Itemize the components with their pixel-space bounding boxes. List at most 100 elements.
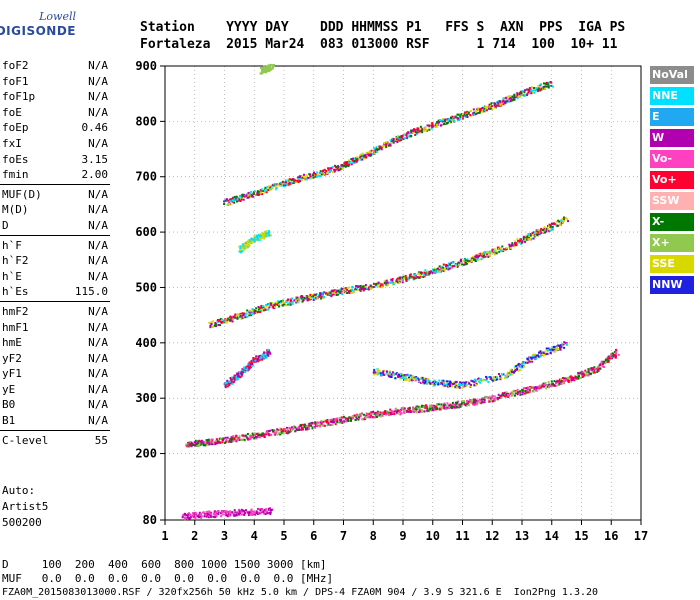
echo-point <box>607 360 610 363</box>
echo-point <box>237 377 239 380</box>
echo-point <box>573 379 576 382</box>
echo-point <box>281 304 284 307</box>
echo-point <box>591 370 594 373</box>
echo-point <box>350 292 353 294</box>
echo-point <box>352 291 355 294</box>
echo-point <box>314 296 317 298</box>
echo-point <box>543 85 546 88</box>
echo-point <box>484 105 487 108</box>
echo-point <box>224 384 227 387</box>
echo-point <box>577 371 580 374</box>
echo-point <box>389 411 392 414</box>
echo-point <box>268 306 271 309</box>
echo-point <box>187 442 189 445</box>
echo-point <box>210 323 213 326</box>
echo-point <box>266 234 269 237</box>
echo-point <box>342 421 345 424</box>
echo-point <box>559 380 562 383</box>
echo-point <box>203 441 206 444</box>
footer-distance: D 100 200 400 600 800 1000 1500 3000 [km… <box>2 558 327 571</box>
echo-point <box>303 425 306 428</box>
echo-point <box>379 411 382 414</box>
echo-point <box>250 241 253 244</box>
echo-point <box>379 415 382 418</box>
echo-point <box>398 281 401 284</box>
echo-point <box>226 385 229 388</box>
echo-point <box>379 372 382 375</box>
echo-point <box>470 260 473 263</box>
echo-point <box>461 113 464 115</box>
echo-point <box>538 232 541 235</box>
echo-point <box>291 303 294 305</box>
echo-point <box>480 378 482 381</box>
echo-point <box>300 297 303 300</box>
echo-point <box>519 393 522 396</box>
echo-point <box>233 378 236 381</box>
echo-point <box>254 432 257 435</box>
echo-point <box>577 377 580 380</box>
echo-point <box>376 150 378 153</box>
echo-point <box>336 417 339 420</box>
echo-point <box>470 401 473 404</box>
echo-point <box>465 261 467 264</box>
echo-point <box>396 411 398 414</box>
echo-point <box>301 175 304 178</box>
echo-point <box>321 294 324 297</box>
echo-point <box>314 173 317 176</box>
echo-point <box>404 379 406 381</box>
echo-point <box>539 355 542 358</box>
echo-point <box>239 200 242 202</box>
echo-point <box>267 234 270 237</box>
echo-point <box>314 421 317 424</box>
echo-point <box>476 257 479 260</box>
echo-point <box>439 381 442 384</box>
echo-point <box>281 431 284 434</box>
echo-point <box>551 225 554 228</box>
echo-point <box>414 134 417 136</box>
echo-point <box>389 139 392 142</box>
echo-point <box>513 366 516 369</box>
echo-point <box>442 266 445 269</box>
echo-point <box>327 293 329 296</box>
echo-point <box>392 141 395 144</box>
echo-point <box>528 235 531 238</box>
echo-point <box>350 418 353 420</box>
echo-point <box>298 176 301 179</box>
echo-point <box>343 162 346 165</box>
echo-point <box>508 98 511 101</box>
echo-point <box>458 263 461 266</box>
echo-point <box>434 408 437 411</box>
echo-point <box>355 289 358 292</box>
echo-point <box>351 161 354 164</box>
echo-point <box>185 514 188 516</box>
x-tick-label: 17 <box>634 529 648 543</box>
echo-point <box>478 379 481 381</box>
echo-point <box>459 405 462 408</box>
echo-point <box>419 275 422 278</box>
echo-point <box>449 381 452 384</box>
echo-point <box>209 324 212 327</box>
echo-point <box>458 386 461 389</box>
echo-point <box>486 109 488 112</box>
param-row: foF1 N/A <box>0 74 112 90</box>
echo-point <box>344 291 347 294</box>
echo-point <box>474 398 477 401</box>
echo-point <box>496 246 499 249</box>
echo-point <box>239 314 242 317</box>
echo-point <box>336 167 339 170</box>
echo-point <box>331 421 334 424</box>
echo-point <box>224 436 227 439</box>
echo-point <box>230 316 233 319</box>
echo-point <box>328 292 331 295</box>
echo-point <box>520 243 523 245</box>
echo-point <box>227 440 230 443</box>
echo-point <box>327 167 329 170</box>
echo-point <box>233 512 236 515</box>
echo-point <box>253 235 256 238</box>
echo-point <box>549 225 552 227</box>
echo-point <box>546 82 549 85</box>
echo-point <box>352 417 354 420</box>
echo-point <box>513 371 516 374</box>
echo-point <box>530 92 533 95</box>
echo-point <box>551 85 554 88</box>
